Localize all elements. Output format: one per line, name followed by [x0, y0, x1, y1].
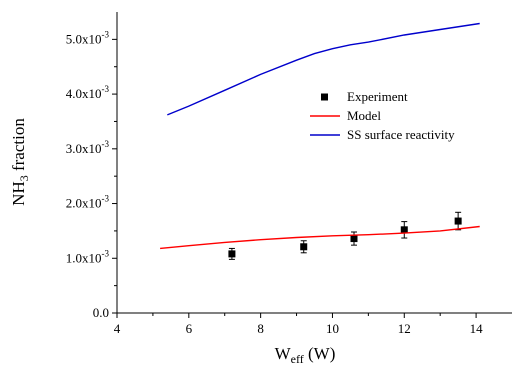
y-axis-title-suffix: fraction [9, 118, 28, 176]
x-tick-label: 4 [114, 321, 121, 336]
x-axis-title-sub: eff [291, 352, 304, 366]
x-tick-label: 8 [257, 321, 264, 336]
x-axis: 4 6 8 10 12 14 [114, 313, 483, 336]
y-axis-title: NH3 fraction [9, 118, 31, 206]
x-axis-title-main: W [275, 344, 292, 363]
y-axis-title-sub: 3 [17, 175, 31, 181]
x-tick-label: 14 [470, 321, 484, 336]
legend-label: SS surface reactivity [347, 127, 455, 142]
x-tick-label: 10 [326, 321, 339, 336]
y-tick-label: 1.0x10-3 [66, 248, 110, 265]
legend-label: Model [347, 108, 381, 123]
y-tick-label: 2.0x10-3 [66, 194, 110, 211]
legend-swatch-experiment [321, 93, 328, 101]
legend: Experiment Model SS surface reactivity [310, 89, 455, 142]
y-tick-label: 5.0x10-3 [66, 29, 110, 46]
y-tick-label: 0.0 [93, 305, 109, 320]
series-line-ss-surface-reactivity [167, 22, 480, 116]
x-tick-label: 12 [398, 321, 411, 336]
y-tick-label: 3.0x10-3 [66, 139, 110, 156]
series-layer [160, 22, 480, 260]
data-point [300, 243, 308, 251]
y-tick-label: 4.0x10-3 [66, 84, 110, 101]
plot-area [116, 12, 512, 314]
data-point [228, 250, 236, 258]
legend-label: Experiment [347, 89, 408, 104]
x-tick-label: 6 [186, 321, 193, 336]
x-axis-title: Weff (W) [275, 344, 336, 366]
y-axis: 0.0 1.0x10-3 2.0x10-3 3.0x10-3 4.0x10-3 5.0x1… [66, 29, 117, 320]
data-point [350, 235, 358, 243]
x-axis-title-suffix: (W) [304, 344, 336, 363]
series-line-model [160, 225, 480, 250]
data-point [400, 226, 408, 234]
y-axis-title-main: NH [9, 181, 28, 206]
data-point [454, 217, 462, 225]
